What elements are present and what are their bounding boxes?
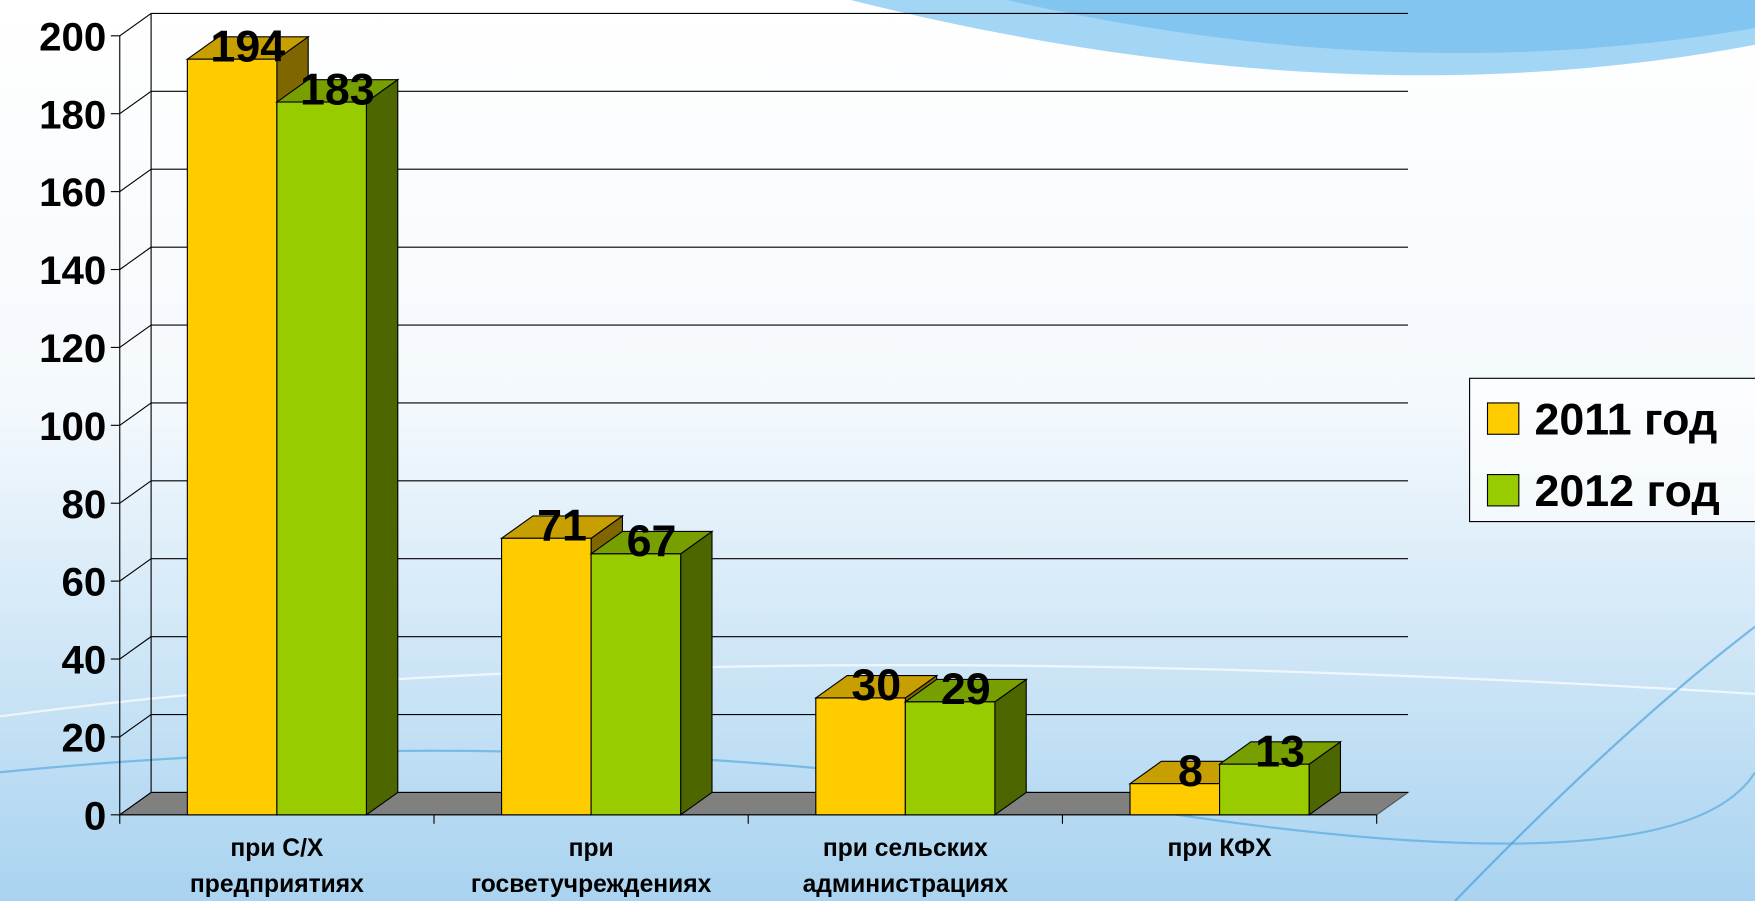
bar-front bbox=[276, 101, 367, 816]
y-tick-label: 40 bbox=[62, 638, 107, 683]
x-tick-label: при КФХ bbox=[1167, 833, 1272, 862]
y-tick-label: 80 bbox=[62, 482, 107, 527]
grid-line-side bbox=[119, 480, 152, 504]
grid-line-side bbox=[119, 90, 152, 115]
bar-front bbox=[590, 553, 682, 816]
bar bbox=[903, 678, 1028, 816]
y-tick-label: 160 bbox=[39, 170, 106, 215]
bar-side bbox=[994, 678, 1027, 816]
decor bbox=[1454, 625, 1755, 901]
grid-line-side bbox=[119, 558, 152, 582]
y-tick-label: 140 bbox=[39, 248, 106, 293]
bar-front bbox=[186, 58, 278, 816]
x-tick-label: при госветучреждениях bbox=[470, 833, 712, 898]
x-tick-label: при сельских администрациях bbox=[802, 833, 1009, 898]
data-label: 71 bbox=[537, 501, 587, 551]
x-tick-label-box: при С/Х предприятиях bbox=[189, 833, 364, 898]
legend-label: 2012 год bbox=[1535, 466, 1720, 516]
bar-side bbox=[680, 530, 713, 816]
x-tick-label: при С/Х предприятиях bbox=[189, 833, 364, 898]
data-label: 194 bbox=[210, 21, 285, 71]
bar bbox=[1217, 740, 1343, 816]
legend-label: 2011 год bbox=[1535, 394, 1718, 444]
y-tick-label: 20 bbox=[62, 715, 107, 760]
x-tick-label-box: при госветучреждениях bbox=[470, 833, 712, 898]
y-tick-label: 180 bbox=[39, 92, 106, 137]
data-label: 13 bbox=[1255, 726, 1305, 776]
grid-line-side bbox=[119, 12, 152, 37]
bar-front bbox=[815, 697, 906, 816]
y-tick-label: 200 bbox=[39, 14, 106, 59]
data-label: 67 bbox=[627, 516, 677, 566]
x-tick-label-box: при КФХ bbox=[1167, 833, 1272, 862]
data-label: 29 bbox=[941, 664, 991, 714]
bar-front bbox=[1219, 763, 1310, 816]
data-label: 8 bbox=[1178, 746, 1203, 796]
data-label: 30 bbox=[851, 660, 901, 710]
y-tick-label: 0 bbox=[84, 793, 106, 838]
grid-line-side bbox=[119, 168, 152, 193]
x-tick-label-box: при сельских администрациях bbox=[802, 833, 1009, 898]
legend-swatch bbox=[1486, 474, 1520, 507]
data-label: 183 bbox=[300, 64, 375, 114]
bar-front bbox=[501, 537, 592, 816]
bar bbox=[275, 78, 400, 816]
grid-line-side bbox=[119, 402, 152, 426]
bar-front bbox=[1129, 783, 1221, 816]
grid-line-side bbox=[119, 791, 152, 816]
bar bbox=[589, 530, 714, 816]
bar-front bbox=[904, 701, 996, 816]
bar-side bbox=[365, 78, 399, 816]
y-tick-label: 100 bbox=[39, 404, 106, 449]
y-tick-label: 60 bbox=[62, 560, 107, 605]
grid-line-side bbox=[119, 246, 152, 270]
legend-swatch bbox=[1486, 402, 1520, 435]
y-tick-label: 120 bbox=[39, 326, 106, 371]
grid-line-side bbox=[119, 714, 152, 738]
grid-line-side bbox=[119, 324, 152, 348]
grid-line-side bbox=[119, 636, 152, 660]
